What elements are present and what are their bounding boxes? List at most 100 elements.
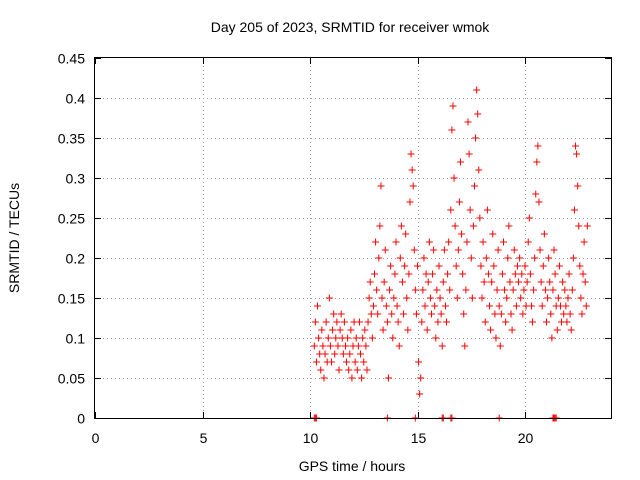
data-point xyxy=(423,326,431,334)
data-point xyxy=(476,214,484,222)
data-point xyxy=(461,342,469,350)
data-point xyxy=(435,262,443,270)
data-point xyxy=(505,222,513,230)
data-point xyxy=(447,206,455,214)
data-point xyxy=(488,278,496,286)
data-point xyxy=(480,278,488,286)
data-point xyxy=(529,318,537,326)
data-point xyxy=(526,270,534,278)
y-axis-label: SRMTID / TECUs xyxy=(6,183,22,293)
data-point xyxy=(544,294,552,302)
data-point xyxy=(506,278,514,286)
data-point xyxy=(495,302,503,310)
data-point xyxy=(444,270,452,278)
data-point xyxy=(388,310,396,318)
data-point xyxy=(320,374,328,382)
data-point xyxy=(574,182,582,190)
data-point xyxy=(340,318,348,326)
data-point xyxy=(560,310,568,318)
data-point xyxy=(513,262,521,270)
data-point xyxy=(406,198,414,206)
data-point xyxy=(317,366,325,374)
data-point xyxy=(460,310,468,318)
data-point xyxy=(549,286,557,294)
data-point xyxy=(360,358,368,366)
data-point xyxy=(410,246,418,254)
data-point xyxy=(504,254,512,262)
data-point xyxy=(472,134,480,142)
data-point xyxy=(568,286,576,294)
data-point xyxy=(357,350,365,358)
data-point xyxy=(452,262,460,270)
data-point xyxy=(393,302,401,310)
data-point xyxy=(433,286,441,294)
data-point xyxy=(366,278,374,286)
data-point xyxy=(418,318,426,326)
data-point xyxy=(550,246,558,254)
data-point xyxy=(501,286,509,294)
data-point xyxy=(570,206,578,214)
data-point xyxy=(429,270,437,278)
data-point xyxy=(440,246,448,254)
data-point xyxy=(487,326,495,334)
data-point xyxy=(500,238,507,246)
data-point xyxy=(345,366,353,374)
data-point xyxy=(572,142,580,150)
data-point xyxy=(463,238,471,246)
data-point xyxy=(562,302,570,310)
data-point xyxy=(445,238,453,246)
data-point xyxy=(326,342,334,350)
data-point xyxy=(339,350,347,358)
data-point xyxy=(319,342,327,350)
data-point xyxy=(512,302,520,310)
data-point xyxy=(383,318,391,326)
data-point xyxy=(359,334,367,342)
data-point xyxy=(473,86,481,94)
data-point xyxy=(498,270,506,278)
data-point xyxy=(517,294,525,302)
data-point xyxy=(481,318,489,326)
data-point xyxy=(510,246,518,254)
data-point xyxy=(459,270,467,278)
data-point xyxy=(325,294,333,302)
data-point xyxy=(454,246,462,254)
data-point xyxy=(493,286,501,294)
data-point xyxy=(391,270,399,278)
data-point xyxy=(565,270,573,278)
data-point xyxy=(582,302,590,310)
data-point xyxy=(467,254,475,262)
data-point xyxy=(417,374,425,382)
data-point xyxy=(414,262,421,270)
data-point xyxy=(343,358,351,366)
data-point xyxy=(578,310,586,318)
data-point xyxy=(420,254,428,262)
data-point xyxy=(408,166,416,174)
data-point xyxy=(314,302,322,310)
data-point xyxy=(484,270,492,278)
data-point xyxy=(377,182,385,190)
data-point xyxy=(378,294,386,302)
data-point xyxy=(361,326,369,334)
data-point xyxy=(311,318,319,326)
data-point xyxy=(546,278,554,286)
data-point xyxy=(348,374,356,382)
data-point xyxy=(576,262,584,270)
data-point xyxy=(536,246,544,254)
data-point xyxy=(371,270,378,278)
data-point xyxy=(532,190,540,198)
data-point xyxy=(581,278,589,286)
data-point xyxy=(439,278,447,286)
data-point xyxy=(354,342,362,350)
y-tick-label: 0.05 xyxy=(58,371,85,387)
data-point xyxy=(479,238,487,246)
data-point xyxy=(492,334,500,342)
data-point xyxy=(405,270,413,278)
data-point xyxy=(424,278,432,286)
data-point xyxy=(329,326,337,334)
data-point xyxy=(372,238,380,246)
data-point xyxy=(538,302,546,310)
data-point xyxy=(352,334,360,342)
data-point xyxy=(474,110,482,118)
data-point xyxy=(363,366,371,374)
data-point xyxy=(422,270,430,278)
